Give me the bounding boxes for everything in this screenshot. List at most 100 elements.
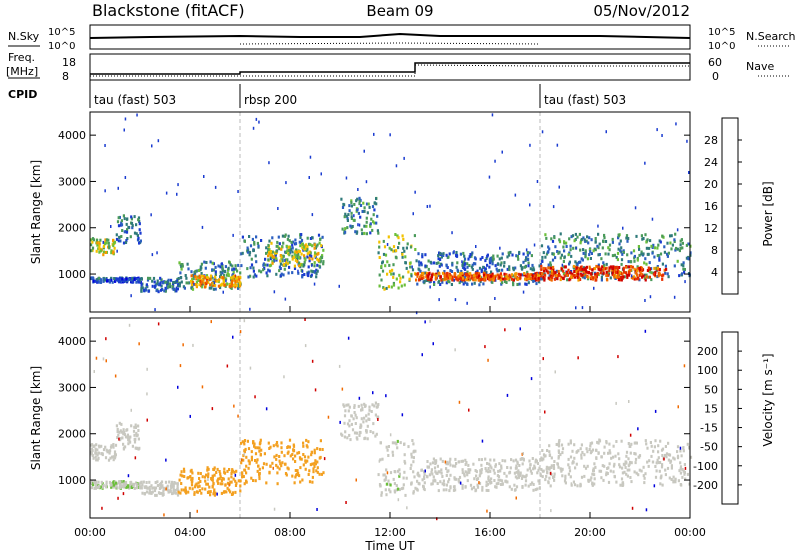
heatmap-cell — [239, 284, 242, 288]
heatmap-cell — [613, 462, 616, 466]
heatmap-cell — [102, 250, 106, 254]
heatmap-cell — [522, 452, 524, 456]
heatmap-cell — [239, 271, 242, 275]
heatmap-cell — [667, 458, 670, 462]
heatmap-cell — [518, 464, 521, 467]
heatmap-cell — [313, 451, 316, 455]
heatmap-cell — [517, 472, 520, 476]
heatmap-cell — [140, 282, 143, 286]
heatmap-cell — [676, 456, 680, 460]
heatmap-cell — [242, 440, 246, 444]
heatmap-cell — [629, 460, 632, 464]
heatmap-cell — [112, 455, 115, 459]
heatmap-cell — [219, 265, 222, 269]
heatmap-cell — [645, 442, 648, 446]
heatmap-cell — [425, 279, 428, 282]
heatmap-cell — [666, 241, 669, 245]
heatmap-cell — [454, 488, 457, 492]
heatmap-cell — [566, 278, 569, 282]
colorbar-frame — [721, 331, 739, 505]
heatmap-cell — [96, 448, 99, 452]
heatmap-cell — [404, 493, 407, 497]
heatmap-cell — [303, 263, 306, 267]
heatmap-cell — [323, 457, 326, 461]
heatmap-cell — [317, 233, 321, 237]
heatmap-cell — [124, 117, 127, 121]
heatmap-cell — [285, 244, 288, 248]
heatmap-cell — [531, 481, 534, 485]
heatmap-cell — [413, 449, 416, 453]
heatmap-cell — [248, 250, 252, 254]
heatmap-cell — [349, 438, 352, 442]
heatmap-cell — [508, 470, 512, 474]
heatmap-cell — [474, 262, 477, 266]
heatmap-cell — [250, 476, 253, 480]
heatmap-cell — [136, 238, 140, 242]
heatmap-cell — [679, 449, 682, 453]
heatmap-cell — [360, 403, 363, 407]
heatmap-cell — [398, 468, 401, 472]
heatmap-cell — [403, 283, 406, 287]
heatmap-cell — [356, 431, 359, 435]
heatmap-cell — [548, 274, 551, 278]
heatmap-cell — [154, 285, 157, 288]
heatmap-cell — [484, 275, 488, 279]
colorbar-tick-label: -50 — [700, 441, 718, 454]
heatmap-cell — [217, 477, 220, 481]
heatmap-cell — [214, 185, 217, 189]
heatmap-cell — [205, 261, 208, 264]
heatmap-cell — [415, 278, 418, 282]
heatmap-cell — [559, 467, 562, 471]
heatmap-cell — [569, 441, 572, 445]
heatmap-cell — [581, 306, 584, 310]
heatmap-cell — [466, 471, 469, 475]
heatmap-cell — [614, 266, 617, 269]
heatmap-cell — [542, 269, 546, 273]
heatmap-cell — [271, 261, 274, 265]
heatmap-cell — [313, 461, 316, 465]
heatmap-cell — [438, 298, 440, 302]
heatmap-cell — [415, 487, 418, 491]
heatmap-cell — [173, 287, 176, 291]
heatmap-cell — [638, 454, 642, 458]
heatmap-cell — [664, 473, 667, 477]
heatmap-cell — [627, 442, 630, 445]
heatmap-cell — [657, 450, 660, 454]
heatmap-cell — [540, 264, 543, 268]
heatmap-cell — [121, 436, 124, 440]
heatmap-cell — [205, 280, 209, 284]
heatmap-cell — [531, 274, 534, 277]
heatmap-cell — [275, 441, 279, 444]
heatmap-cell — [137, 429, 140, 432]
heatmap-cell — [679, 467, 682, 471]
heatmap-cell — [255, 260, 258, 264]
heatmap-cell — [590, 441, 594, 445]
heatmap-cell — [679, 246, 682, 250]
y-tick-label: 4000 — [58, 129, 86, 142]
heatmap-cell — [347, 403, 350, 407]
heatmap-cell — [393, 490, 397, 494]
heatmap-cell — [682, 446, 685, 450]
heatmap-cell — [515, 464, 518, 468]
heatmap-cell — [392, 249, 395, 253]
heatmap-cell — [172, 282, 175, 286]
heatmap-cell — [239, 281, 242, 285]
heatmap-cell — [576, 450, 579, 454]
heatmap-cell — [151, 284, 154, 288]
heatmap-cell — [590, 476, 593, 480]
heatmap-cell — [562, 260, 565, 263]
heatmap-cell — [198, 283, 201, 287]
heatmap-cell — [382, 252, 386, 256]
heatmap-cell — [561, 451, 564, 455]
heatmap-cell — [105, 485, 108, 489]
heatmap-cell — [688, 171, 690, 174]
heatmap-cell — [104, 242, 107, 246]
heatmap-cell — [538, 466, 541, 470]
heatmap-cell — [593, 286, 595, 290]
heatmap-cell — [482, 265, 485, 269]
heatmap-cell — [236, 269, 239, 273]
heatmap-cell — [558, 185, 560, 189]
heatmap-cell — [583, 238, 586, 242]
heatmap-cell — [384, 478, 387, 481]
heatmap-cell — [571, 449, 574, 453]
